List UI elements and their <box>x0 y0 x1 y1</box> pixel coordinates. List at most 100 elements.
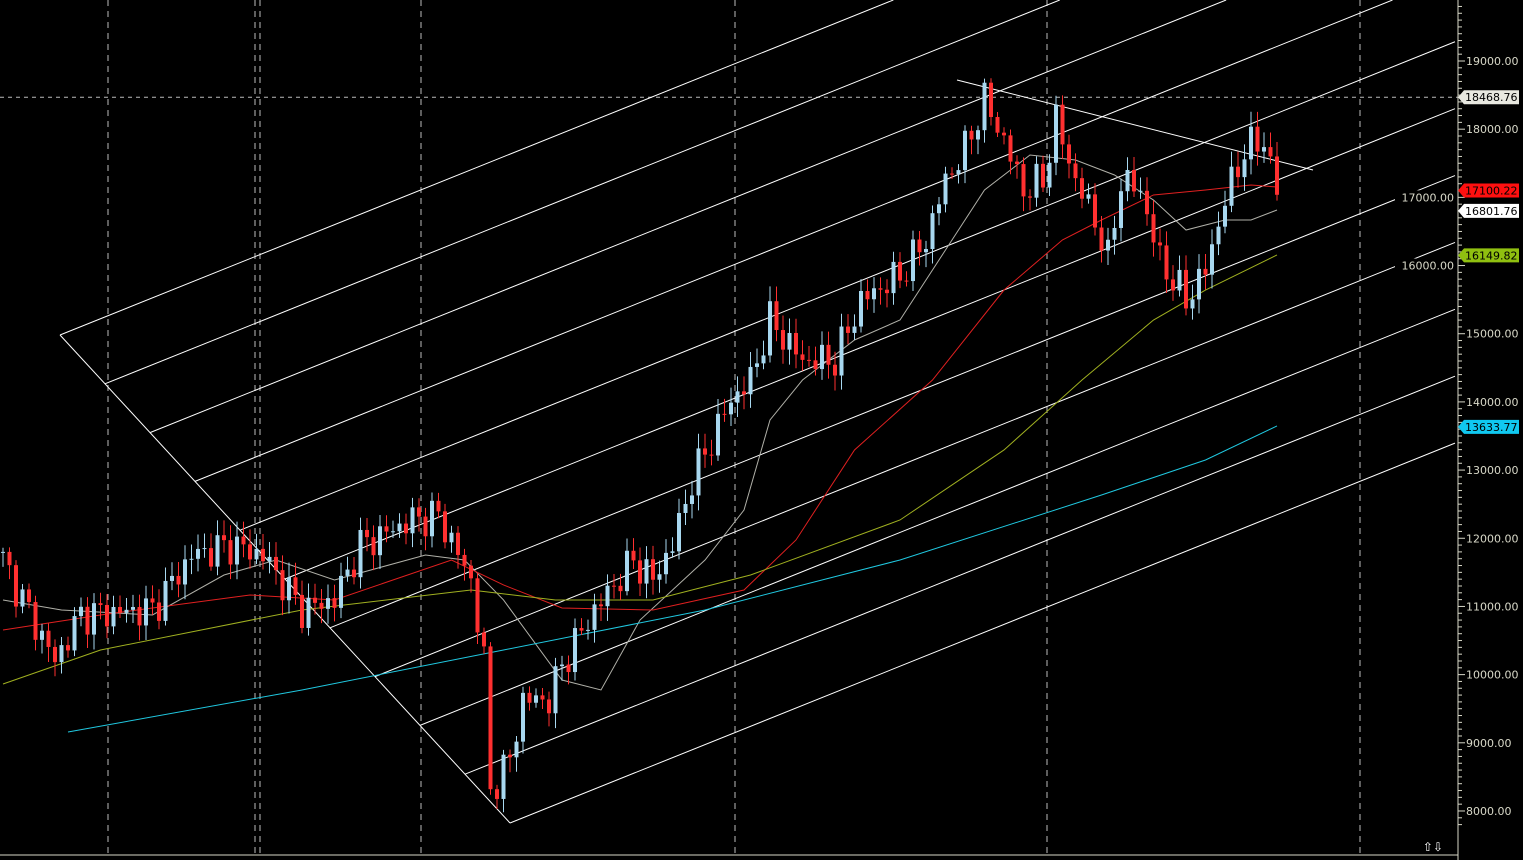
y-tick-label: 13000.00 <box>1466 464 1519 477</box>
scroll-arrows-icon[interactable]: ⇧⇩ <box>1422 840 1443 854</box>
candle-body <box>150 598 155 603</box>
candle-body <box>995 116 1000 133</box>
candle-body <box>144 598 148 626</box>
y-tick-label: 8000.00 <box>1466 805 1512 818</box>
candle-body <box>904 280 909 282</box>
candle-body <box>1184 269 1188 309</box>
candle-body <box>449 532 454 543</box>
candle-body <box>859 291 863 327</box>
candle-body <box>917 239 922 253</box>
candle-body <box>709 454 714 456</box>
candle-body <box>722 413 727 415</box>
candle-body <box>469 565 473 579</box>
candle-body <box>527 692 532 703</box>
pitchfork-line <box>419 308 1456 726</box>
candle-body <box>124 609 129 613</box>
candle-body <box>670 551 675 553</box>
candle-body <box>430 500 434 537</box>
y-tick-label: 10000.00 <box>1466 669 1519 682</box>
pitchfork-line <box>374 241 1456 678</box>
candle-body <box>397 523 402 532</box>
candle-body <box>716 413 720 456</box>
pitchfork-line <box>194 0 1393 482</box>
candles <box>1 78 1279 813</box>
candle-body <box>170 575 174 581</box>
candle-body <box>228 540 233 565</box>
candle-body <box>547 699 551 714</box>
candle-body <box>410 507 415 534</box>
candle-body <box>105 604 109 627</box>
candle-body <box>677 513 681 552</box>
price-tags: 18468.76 17100.22 16801.76 16149.82 13633.77 <box>1458 90 1519 434</box>
candle-body <box>131 607 135 610</box>
candle-body <box>586 629 590 631</box>
candle-body <box>631 550 636 561</box>
price-tag <box>1458 203 1519 218</box>
pitchfork-drawing[interactable] <box>59 0 1456 824</box>
candle-body <box>209 548 213 567</box>
price-tag-label: 16801.76 <box>1465 205 1518 218</box>
candle-body <box>553 666 558 714</box>
candle-body <box>774 301 779 331</box>
candle-body <box>371 537 376 556</box>
candle-body <box>618 585 623 592</box>
candle-body <box>280 570 285 601</box>
candle-body <box>306 597 311 628</box>
candle-body <box>501 754 506 799</box>
candle-body <box>1197 268 1201 300</box>
candle-body <box>462 554 467 566</box>
candle-body <box>1216 226 1221 245</box>
candle-body <box>638 560 642 584</box>
candle-body <box>423 516 428 537</box>
candle-body <box>488 646 493 790</box>
pitchfork-line <box>149 0 1227 434</box>
candle-body <box>924 249 928 253</box>
candle-body <box>768 301 772 356</box>
candle-body <box>508 754 512 758</box>
candle-body <box>241 536 246 545</box>
candle-body <box>1210 244 1214 275</box>
candle-body <box>956 170 961 175</box>
candle-body <box>735 391 740 403</box>
candle-body <box>1073 163 1078 179</box>
candle-body <box>976 130 980 140</box>
candle-body <box>495 789 499 799</box>
candle-body <box>625 550 629 592</box>
candle-body <box>1002 132 1006 136</box>
candle-body <box>222 535 226 541</box>
candle-body <box>313 597 317 603</box>
candle-body <box>72 616 77 651</box>
candle-body <box>235 536 239 565</box>
candle-body <box>254 548 259 560</box>
candle-body <box>1229 166 1234 206</box>
candle-body <box>989 82 993 117</box>
candle-body <box>475 578 480 633</box>
candle-body <box>891 261 896 294</box>
price-tag <box>1458 419 1519 434</box>
candle-body <box>365 529 369 538</box>
candle-body <box>326 598 330 609</box>
candle-body <box>59 645 64 663</box>
price-tag <box>1458 90 1519 105</box>
candle-body <box>1145 190 1149 215</box>
candle-body <box>319 602 324 609</box>
candle-body <box>937 204 941 214</box>
candle-body <box>1138 190 1143 192</box>
candle-body <box>384 526 389 532</box>
candle-body <box>92 603 96 635</box>
candle-body <box>1008 135 1013 162</box>
price-tag-label: 17100.22 <box>1465 185 1518 198</box>
candle-body <box>1093 194 1097 228</box>
candle-body <box>885 289 889 294</box>
candle-body <box>748 366 753 395</box>
candle-body <box>1125 169 1130 192</box>
candle-body <box>969 130 974 140</box>
candle-body <box>27 589 31 603</box>
candle-body <box>358 529 363 578</box>
candle-body <box>53 646 57 663</box>
candle-body <box>404 523 408 534</box>
candle-body <box>157 602 161 621</box>
candle-body <box>820 344 824 370</box>
